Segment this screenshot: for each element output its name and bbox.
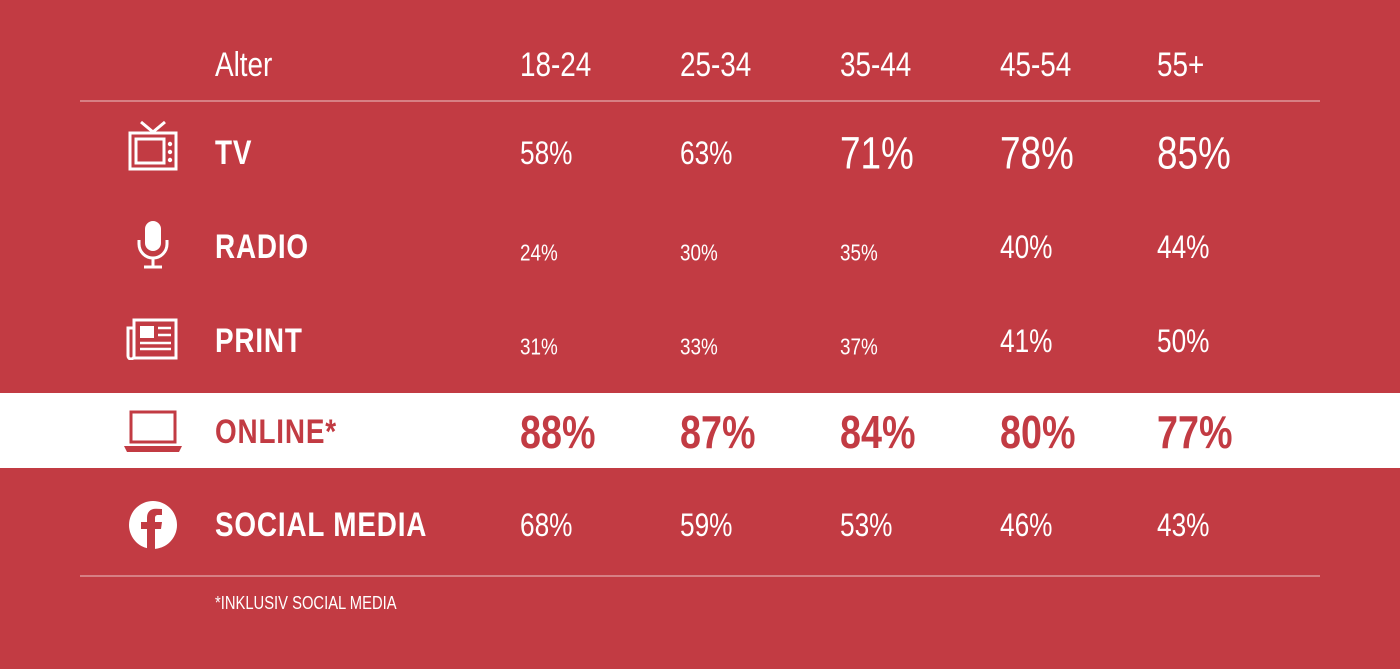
- cell-value: 35%: [840, 239, 878, 266]
- cell-value: 80%: [1000, 406, 1076, 458]
- cell-value: 53%: [840, 507, 893, 543]
- online-icon: [124, 410, 182, 452]
- cell-value: 44%: [1157, 229, 1210, 265]
- social-media-icon: [129, 501, 177, 549]
- cell-value: 63%: [680, 135, 733, 171]
- cell-value: 41%: [1000, 323, 1053, 359]
- cell-value: 71%: [840, 127, 914, 179]
- row-label: ONLINE*: [215, 413, 337, 451]
- highlight-row: [0, 393, 1400, 468]
- radio-icon: [137, 221, 169, 269]
- column-header: 45-54: [1000, 46, 1072, 84]
- row-label: RADIO: [215, 228, 309, 266]
- column-header: 18-24: [520, 46, 592, 84]
- cell-value: 37%: [840, 333, 878, 360]
- cell-value: 87%: [680, 406, 756, 458]
- cell-value: 43%: [1157, 507, 1210, 543]
- cell-value: 78%: [1000, 127, 1074, 179]
- cell-value: 24%: [520, 239, 558, 266]
- cell-value: 59%: [680, 507, 733, 543]
- column-header: 55+: [1157, 46, 1205, 84]
- cell-value: 50%: [1157, 323, 1210, 359]
- row-label: PRINT: [215, 322, 303, 360]
- row-label: TV: [215, 134, 253, 172]
- row-label: SOCIAL MEDIA: [215, 506, 428, 544]
- bottom-rule: [80, 575, 1320, 577]
- cell-value: 77%: [1157, 406, 1233, 458]
- footnote: *INKLUSIV SOCIAL MEDIA: [215, 593, 397, 613]
- cell-value: 31%: [520, 333, 558, 360]
- header-rule: [80, 100, 1320, 102]
- cell-value: 84%: [840, 406, 916, 458]
- cell-value: 85%: [1157, 127, 1231, 179]
- cell-value: 58%: [520, 135, 573, 171]
- cell-value: 88%: [520, 406, 596, 458]
- cell-value: 68%: [520, 507, 573, 543]
- cell-value: 40%: [1000, 229, 1053, 265]
- cell-value: 30%: [680, 239, 718, 266]
- tv-icon: [128, 120, 178, 171]
- header-label: Alter: [215, 46, 273, 84]
- cell-value: 33%: [680, 333, 718, 360]
- column-header: 25-34: [680, 46, 752, 84]
- cell-value: 46%: [1000, 507, 1053, 543]
- print-icon: [126, 318, 178, 360]
- column-header: 35-44: [840, 46, 912, 84]
